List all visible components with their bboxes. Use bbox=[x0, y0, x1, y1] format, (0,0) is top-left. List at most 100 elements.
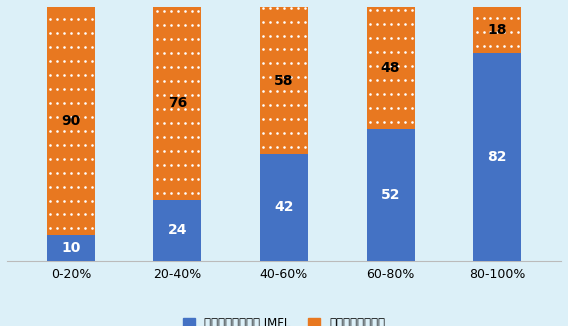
Point bbox=[287, 5, 296, 10]
Point bbox=[66, 58, 76, 64]
Point bbox=[60, 198, 69, 203]
Point bbox=[373, 7, 382, 13]
Point bbox=[194, 176, 203, 182]
Point bbox=[152, 37, 161, 42]
Point bbox=[400, 7, 409, 13]
Point bbox=[273, 131, 282, 136]
Point bbox=[166, 37, 176, 42]
Point bbox=[173, 23, 182, 28]
Point bbox=[152, 148, 161, 154]
Point bbox=[500, 43, 509, 48]
Point bbox=[173, 79, 182, 84]
Point bbox=[180, 79, 189, 84]
Point bbox=[507, 15, 516, 20]
Point bbox=[66, 184, 76, 189]
Point bbox=[87, 170, 97, 175]
Point bbox=[294, 103, 303, 108]
Point bbox=[66, 212, 76, 217]
Point bbox=[194, 79, 203, 84]
Point bbox=[513, 15, 523, 20]
Point bbox=[87, 114, 97, 119]
Point bbox=[173, 51, 182, 56]
Point bbox=[180, 148, 189, 154]
Point bbox=[46, 16, 55, 22]
Point bbox=[386, 7, 395, 13]
Point bbox=[46, 72, 55, 78]
Point bbox=[279, 47, 289, 52]
Point bbox=[81, 16, 90, 22]
Point bbox=[66, 114, 76, 119]
Text: 10: 10 bbox=[61, 241, 81, 255]
Point bbox=[73, 30, 82, 36]
Point bbox=[60, 114, 69, 119]
Point bbox=[87, 156, 97, 161]
Point bbox=[279, 103, 289, 108]
Point bbox=[173, 190, 182, 196]
Point bbox=[486, 29, 495, 34]
Point bbox=[60, 72, 69, 78]
Point bbox=[472, 43, 481, 48]
Point bbox=[46, 128, 55, 133]
Point bbox=[81, 44, 90, 50]
Point bbox=[400, 91, 409, 96]
Point bbox=[187, 9, 196, 14]
Point bbox=[507, 29, 516, 34]
Text: 52: 52 bbox=[381, 188, 400, 202]
Point bbox=[159, 23, 168, 28]
Point bbox=[400, 77, 409, 82]
Point bbox=[493, 43, 502, 48]
Point bbox=[180, 9, 189, 14]
Point bbox=[53, 58, 62, 64]
Point bbox=[259, 103, 268, 108]
Point bbox=[479, 43, 488, 48]
Point bbox=[486, 15, 495, 20]
Point bbox=[73, 198, 82, 203]
Point bbox=[194, 190, 203, 196]
Point bbox=[81, 72, 90, 78]
Point bbox=[300, 61, 310, 66]
Point bbox=[259, 33, 268, 38]
Point bbox=[159, 37, 168, 42]
Point bbox=[365, 7, 374, 13]
Point bbox=[379, 105, 389, 111]
Point bbox=[266, 61, 275, 66]
Point bbox=[407, 36, 416, 41]
Bar bbox=[366, 7, 415, 129]
Point bbox=[60, 100, 69, 105]
Point bbox=[73, 226, 82, 231]
Point bbox=[87, 86, 97, 91]
Point bbox=[300, 103, 310, 108]
Point bbox=[81, 156, 90, 161]
Point bbox=[166, 23, 176, 28]
Point bbox=[379, 50, 389, 55]
Point bbox=[46, 58, 55, 64]
Point bbox=[266, 33, 275, 38]
Point bbox=[173, 37, 182, 42]
Point bbox=[407, 119, 416, 125]
Point bbox=[400, 119, 409, 125]
Point bbox=[386, 77, 395, 82]
Point bbox=[300, 47, 310, 52]
Point bbox=[379, 36, 389, 41]
Point bbox=[66, 100, 76, 105]
Point bbox=[173, 162, 182, 168]
Point bbox=[60, 170, 69, 175]
Point bbox=[279, 75, 289, 80]
Point bbox=[152, 176, 161, 182]
Point bbox=[152, 65, 161, 70]
Point bbox=[373, 36, 382, 41]
Point bbox=[266, 145, 275, 150]
Point bbox=[287, 117, 296, 122]
Point bbox=[486, 43, 495, 48]
Point bbox=[46, 30, 55, 36]
Point bbox=[46, 100, 55, 105]
Point bbox=[479, 15, 488, 20]
Point bbox=[66, 198, 76, 203]
Point bbox=[187, 79, 196, 84]
Point bbox=[194, 107, 203, 112]
Point bbox=[300, 131, 310, 136]
Point bbox=[273, 47, 282, 52]
Point bbox=[187, 107, 196, 112]
Point bbox=[81, 100, 90, 105]
Point bbox=[53, 114, 62, 119]
